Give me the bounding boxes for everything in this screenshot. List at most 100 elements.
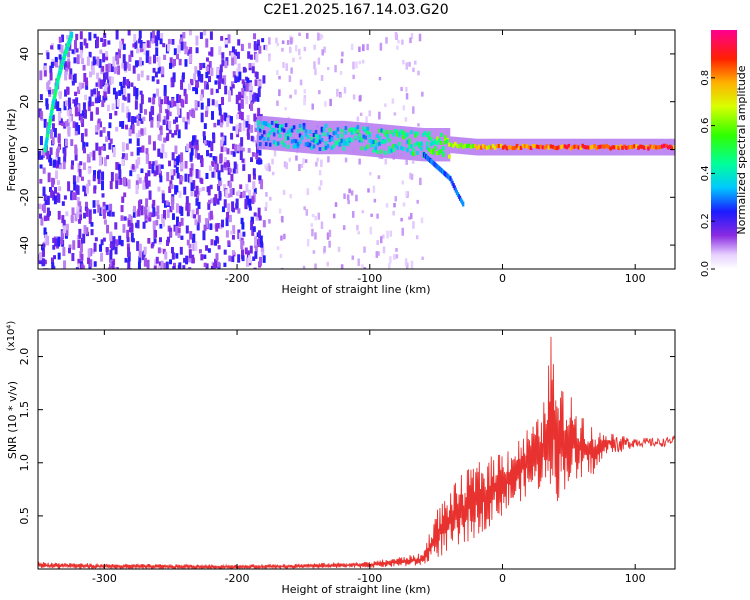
ridge-cell bbox=[543, 145, 547, 150]
ridge-cell bbox=[282, 142, 286, 147]
ridge-cell bbox=[342, 141, 346, 146]
noise-speckle bbox=[152, 97, 156, 105]
y-tick-label: 0 bbox=[18, 146, 31, 153]
noise-speckle bbox=[252, 168, 256, 176]
noise-speckle bbox=[373, 198, 377, 203]
ridge-cell bbox=[308, 142, 312, 147]
ridge-cell bbox=[276, 129, 280, 134]
noise-speckle bbox=[73, 181, 77, 191]
noise-speckle bbox=[93, 33, 97, 39]
noise-speckle bbox=[190, 190, 194, 197]
noise-speckle bbox=[212, 156, 216, 161]
noise-speckle bbox=[160, 32, 164, 39]
noise-speckle bbox=[405, 86, 408, 92]
noise-speckle bbox=[276, 246, 280, 251]
noise-speckle bbox=[50, 257, 54, 264]
noise-speckle bbox=[205, 105, 209, 115]
noise-speckle bbox=[97, 174, 101, 185]
noise-speckle bbox=[232, 151, 236, 157]
ridge-cell bbox=[607, 145, 610, 150]
noise-speckle bbox=[44, 65, 48, 71]
noise-speckle bbox=[258, 149, 262, 156]
ridge-cell bbox=[362, 134, 366, 139]
noise-speckle bbox=[257, 238, 261, 248]
noise-speckle bbox=[98, 58, 102, 68]
snr-y-axis-label: SNR (10 * v/v) bbox=[6, 381, 19, 459]
noise-speckle bbox=[99, 79, 103, 89]
noise-speckle bbox=[88, 96, 92, 107]
noise-speckle bbox=[120, 85, 124, 95]
noise-speckle bbox=[62, 161, 66, 170]
noise-speckle bbox=[147, 170, 151, 177]
noise-speckle bbox=[320, 159, 323, 168]
noise-speckle bbox=[103, 219, 107, 225]
noise-speckle bbox=[135, 180, 139, 189]
noise-speckle bbox=[153, 170, 157, 177]
noise-speckle bbox=[402, 59, 405, 65]
noise-speckle bbox=[68, 247, 72, 254]
noise-speckle bbox=[217, 245, 221, 250]
noise-speckle bbox=[278, 89, 281, 97]
noise-speckle bbox=[128, 127, 132, 137]
noise-speckle bbox=[318, 186, 321, 191]
noise-speckle bbox=[410, 212, 413, 220]
ridge-cell bbox=[665, 143, 668, 148]
noise-speckle bbox=[265, 46, 268, 51]
noise-speckle bbox=[158, 96, 162, 107]
ridge-cell bbox=[288, 132, 292, 137]
noise-speckle bbox=[128, 138, 132, 144]
ridge-cell bbox=[292, 144, 296, 149]
noise-speckle bbox=[176, 94, 180, 103]
noise-speckle bbox=[251, 226, 255, 236]
noise-speckle bbox=[42, 203, 46, 213]
noise-speckle bbox=[105, 204, 109, 211]
ridge-cell bbox=[436, 151, 439, 156]
noise-speckle bbox=[394, 196, 398, 202]
noise-speckle bbox=[61, 121, 65, 127]
ridge-cell bbox=[551, 144, 555, 149]
noise-speckle bbox=[61, 34, 65, 43]
noise-speckle bbox=[145, 53, 149, 63]
noise-speckle bbox=[200, 158, 204, 168]
noise-speckle bbox=[211, 161, 215, 167]
noise-speckle bbox=[216, 261, 220, 268]
noise-speckle bbox=[92, 56, 96, 66]
ridge-halo bbox=[292, 118, 295, 153]
noise-speckle bbox=[146, 75, 150, 81]
noise-speckle bbox=[116, 54, 120, 65]
noise-speckle bbox=[396, 45, 399, 50]
noise-speckle bbox=[43, 215, 47, 222]
ridge-cell bbox=[368, 131, 372, 136]
noise-speckle bbox=[191, 140, 195, 146]
ridge-halo bbox=[322, 120, 325, 155]
noise-speckle bbox=[157, 247, 161, 254]
noise-speckle bbox=[225, 189, 229, 198]
noise-speckle bbox=[58, 164, 62, 170]
noise-speckle bbox=[170, 246, 174, 254]
ridge-cell bbox=[637, 145, 640, 150]
ridge-cell bbox=[625, 145, 628, 150]
noise-speckle bbox=[276, 42, 280, 47]
noise-speckle bbox=[64, 120, 68, 127]
noise-speckle bbox=[290, 37, 293, 45]
noise-speckle bbox=[69, 113, 73, 122]
noise-speckle bbox=[256, 43, 260, 51]
noise-speckle bbox=[370, 213, 373, 217]
noise-speckle bbox=[108, 76, 112, 85]
noise-speckle bbox=[223, 199, 227, 208]
ridge-cell bbox=[430, 137, 433, 142]
noise-speckle bbox=[294, 89, 297, 95]
noise-speckle bbox=[51, 262, 55, 269]
noise-speckle bbox=[148, 97, 152, 103]
lower-branch-cell bbox=[462, 201, 465, 207]
ridge-cell bbox=[561, 144, 565, 149]
noise-speckle bbox=[177, 108, 181, 116]
noise-speckle bbox=[314, 263, 317, 269]
ridge-cell bbox=[475, 145, 479, 150]
noise-speckle bbox=[357, 258, 360, 267]
colorbar-tick-label: 0.2 bbox=[700, 213, 711, 229]
noise-speckle bbox=[227, 34, 231, 44]
ridge-cell bbox=[575, 144, 579, 149]
noise-speckle bbox=[152, 207, 156, 217]
noise-speckle bbox=[255, 71, 259, 80]
